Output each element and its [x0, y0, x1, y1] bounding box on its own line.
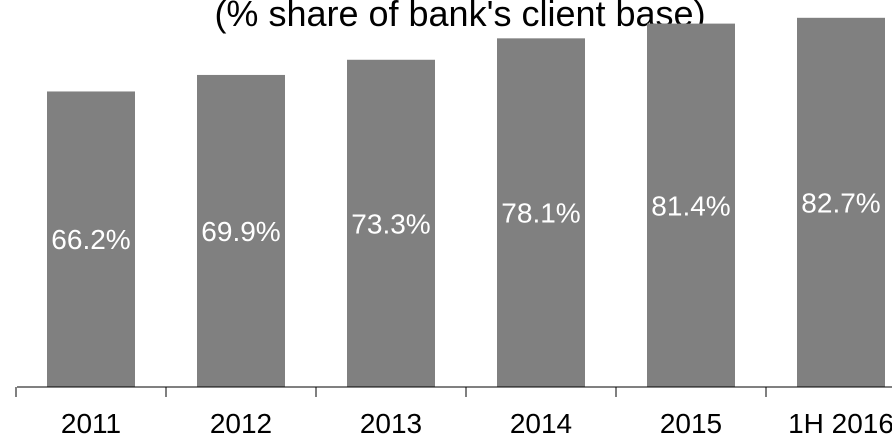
- data-label: 81.4%: [651, 190, 730, 221]
- data-labels-group: 66.2% 69.9% 73.3% 78.1% 81.4% 82.7%: [51, 187, 880, 255]
- data-label: 69.9%: [201, 216, 280, 247]
- bar-1h-2016: [797, 17, 885, 388]
- bar-2013: [347, 59, 435, 388]
- chart-title: (% share of bank's client base): [214, 0, 705, 34]
- data-label: 78.1%: [501, 198, 580, 229]
- data-label: 66.2%: [51, 224, 130, 255]
- x-tick-label: 2015: [660, 408, 722, 439]
- x-tick-label: 2014: [510, 408, 572, 439]
- x-axis: [15, 386, 892, 397]
- bar-2011: [47, 91, 135, 387]
- x-tick-label: 2012: [210, 408, 272, 439]
- x-tick-label: 2011: [61, 408, 121, 439]
- x-tick-labels-group: 2011 2012 2013 2014 2015 1H 2016: [61, 408, 892, 439]
- bar-2012: [197, 74, 285, 388]
- bar-2014: [497, 38, 585, 387]
- data-label: 82.7%: [801, 187, 880, 218]
- bar-2015: [647, 23, 735, 387]
- bars-group: [47, 17, 885, 388]
- x-tick-label: 1H 2016: [788, 408, 892, 439]
- x-tick-label: 2013: [360, 408, 422, 439]
- data-label: 73.3%: [351, 208, 430, 239]
